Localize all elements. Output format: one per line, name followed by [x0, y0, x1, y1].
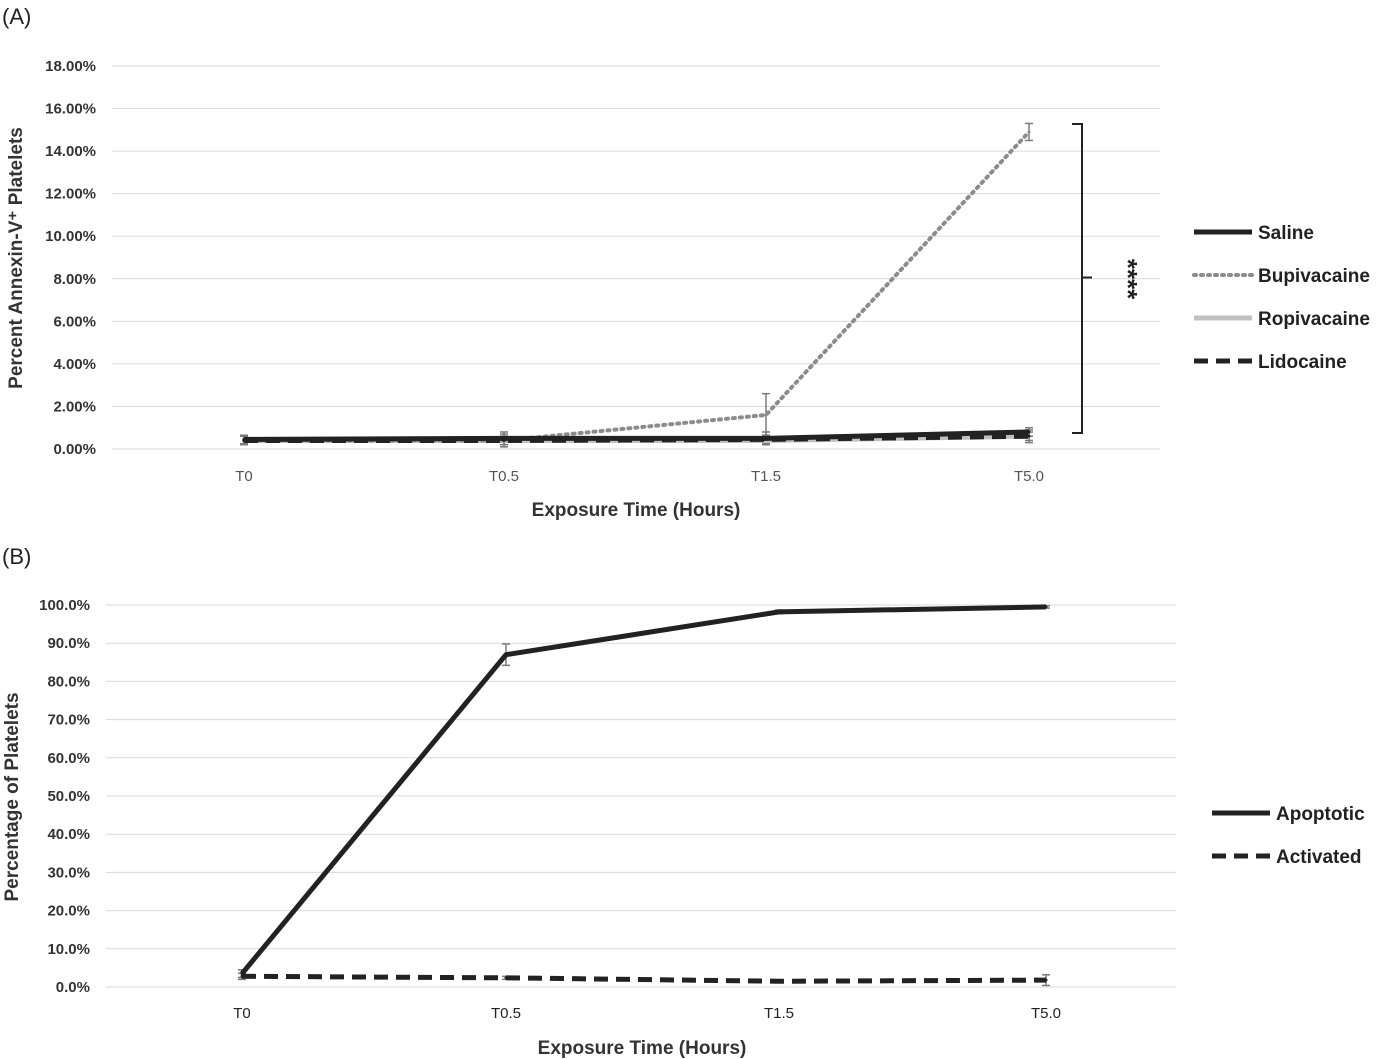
- y-tick-label: 18.00%: [45, 58, 96, 75]
- y-tick-label: 0.00%: [53, 441, 96, 458]
- panel-label: (B): [2, 544, 31, 569]
- legend-item: Bupivacaine: [1192, 266, 1370, 287]
- y-tick-label: 30.0%: [47, 864, 90, 881]
- x-tick-label: T5.0: [1031, 1005, 1061, 1022]
- x-tick-label: T1.5: [751, 468, 781, 485]
- y-tick-label: 60.0%: [47, 750, 90, 767]
- y-tick-label: 10.00%: [45, 228, 96, 245]
- series-line-bupivacaine: [242, 129, 1031, 443]
- legend-item: Ropivacaine: [1194, 309, 1370, 330]
- y-tick-label: 20.0%: [47, 903, 90, 920]
- y-tick-label: 50.0%: [47, 788, 90, 805]
- data-point: [1027, 434, 1031, 438]
- x-tick-label: T0.5: [489, 468, 519, 485]
- data-point: [1044, 978, 1048, 982]
- x-axis-title: Exposure Time (Hours): [538, 1038, 747, 1059]
- chart-panel-b: (B) 0.0% 10.0% 20.0% 30.0% 40.0% 50.0% 60.0% 70.…: [2, 544, 1365, 1059]
- legend-label: Apoptotic: [1276, 804, 1365, 825]
- legend: Saline Bupivacaine Ropivacaine Lidocaine: [1192, 223, 1370, 373]
- legend-label: Saline: [1258, 223, 1314, 244]
- legend-label: Ropivacaine: [1258, 309, 1370, 330]
- y-tick-label: 90.0%: [47, 635, 90, 652]
- legend-item: Lidocaine: [1194, 352, 1347, 373]
- data-point: [764, 413, 768, 417]
- y-axis-title: Percent Annexin-V⁺ Platelets: [6, 127, 27, 389]
- y-tick-label: 4.00%: [53, 356, 96, 373]
- x-tick-label: T0: [235, 468, 253, 485]
- data-point: [1027, 430, 1031, 434]
- data-point: [777, 610, 781, 614]
- data-point: [1027, 130, 1031, 134]
- y-tick-label: 70.0%: [47, 712, 90, 729]
- series-line-apoptotic: [240, 604, 1047, 976]
- x-tick-label: T0.5: [491, 1005, 521, 1022]
- series-line-saline: [243, 429, 1030, 442]
- legend-item: Apoptotic: [1212, 804, 1365, 825]
- y-tick-label: 10.0%: [47, 941, 90, 958]
- y-tick-label: 12.00%: [45, 186, 96, 203]
- data-point: [242, 437, 246, 441]
- data-point: [504, 976, 508, 980]
- legend-label: Activated: [1276, 847, 1362, 868]
- legend-label: Lidocaine: [1258, 352, 1347, 373]
- legend-item: Saline: [1194, 223, 1314, 244]
- x-tick-label: T0: [233, 1005, 251, 1022]
- data-point: [502, 436, 506, 440]
- data-point: [1044, 605, 1048, 609]
- data-point: [504, 653, 508, 657]
- x-tick-label: T5.0: [1014, 468, 1044, 485]
- significance-bracket: [1072, 123, 1092, 434]
- y-tick-label: 16.00%: [45, 101, 96, 118]
- data-point: [764, 436, 768, 440]
- legend-item: Activated: [1212, 847, 1362, 868]
- legend: Apoptotic Activated: [1212, 804, 1365, 868]
- y-axis-title: Percentage of Platelets: [2, 692, 23, 901]
- x-axis-title: Exposure Time (Hours): [532, 500, 741, 521]
- y-tick-label: 6.00%: [53, 313, 96, 330]
- y-tick-label: 80.0%: [47, 673, 90, 690]
- legend-label: Bupivacaine: [1258, 266, 1370, 287]
- data-point: [240, 974, 244, 978]
- y-tick-label: 0.0%: [56, 979, 90, 996]
- significance-label: ****: [1113, 259, 1143, 300]
- y-tick-label: 2.00%: [53, 398, 96, 415]
- y-tick-label: 100.0%: [39, 597, 90, 614]
- data-point: [777, 979, 781, 983]
- y-tick-label: 8.00%: [53, 271, 96, 288]
- panel-label: (A): [2, 4, 31, 29]
- y-tick-label: 14.00%: [45, 143, 96, 160]
- x-tick-label: T1.5: [764, 1005, 794, 1022]
- chart-panel-a: (A) 0.00% 2.00% 4.00% 6.00% 8.00% 10.00% 12.00%…: [2, 4, 1370, 521]
- y-tick-label: 40.0%: [47, 826, 90, 843]
- series-line-activated: [241, 973, 1047, 984]
